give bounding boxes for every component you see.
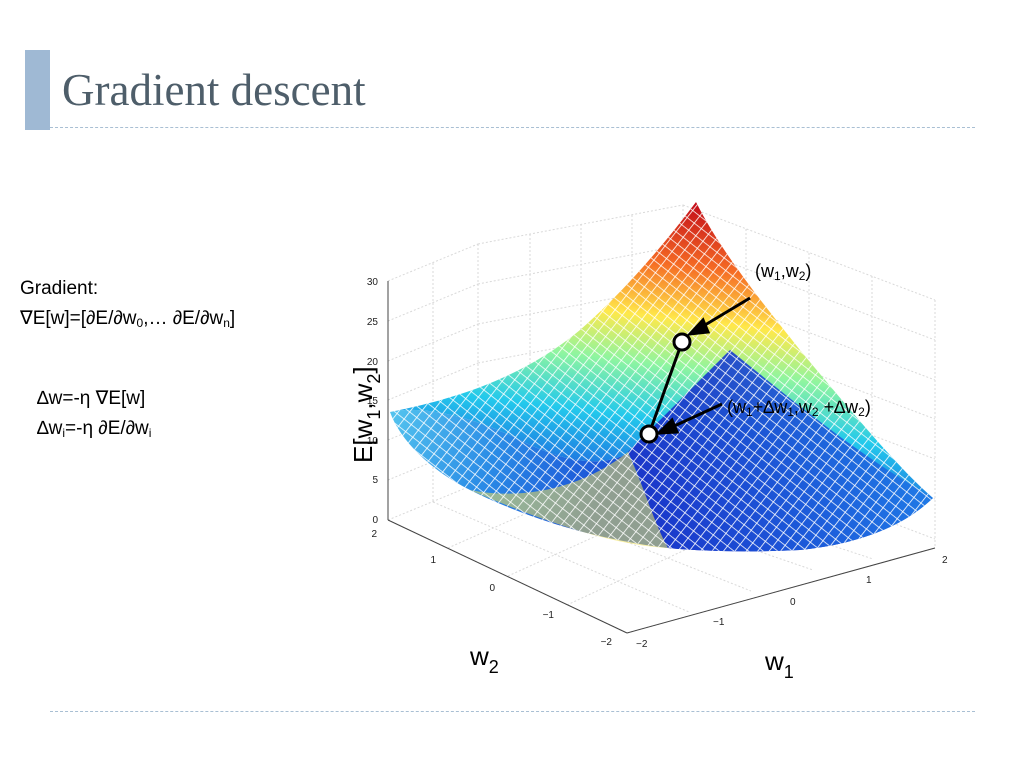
w1-ticks: −2 −1 0 1 2 [636,555,948,650]
annotation-sub: 1 [746,405,753,419]
z-axis-label: E[w1,w2] [348,366,384,463]
annotation-part: ,w [780,261,799,281]
annotation-part: +∆w [752,397,788,417]
w1-tick: 2 [942,555,948,566]
w2-axis-label-sub: 2 [488,657,499,677]
z-ticks: 30 25 20 15 10 5 0 [367,277,379,526]
update-rule-sub: i [62,426,66,440]
annotation-sub: 1 [787,405,794,419]
annotation-part: ) [805,261,812,281]
w2-tick: −1 [543,610,555,621]
start-point-annotation: (w1,w2) [755,261,812,283]
w2-tick: 1 [430,555,436,566]
gradient-formula-part: ] [229,308,236,329]
z-axis-label-text: E[w1,w2] [348,366,384,463]
update-rule: ∆w=-η ∇E[w] [37,388,146,409]
end-point-annotation: (w1+∆w1,w2 +∆w2) [727,397,871,419]
w1-axis-label-base: w [765,646,784,676]
bottom-divider [50,711,975,712]
slide-title: Gradient descent [62,65,366,115]
z-tick: 30 [367,277,379,288]
gradient-formula-part: ,… ∂E/∂w [143,308,224,329]
annotation-part: ) [864,397,871,417]
axis-lines [387,281,936,634]
w1-tick: 1 [866,575,872,586]
gradient-formula-sub: n [223,316,230,330]
gradient-formula-part: ∇E[w]=[∂E/∂w [20,308,137,329]
annotation-part: (w [755,261,774,281]
z-tick: 5 [372,475,378,486]
w1-axis-label: w1 [765,646,794,681]
w2-tick: 0 [489,583,495,594]
surface-mesh [390,202,933,552]
annotation-part: +∆w [818,397,859,417]
w1-axis-label-sub: 1 [783,662,794,682]
z-tick: 25 [367,317,379,328]
descent-step-line [647,341,684,435]
w2-axis-label-base: w [470,641,489,671]
title-accent-bar [25,50,50,130]
w1-tick: −1 [713,617,725,628]
w2-ticks: 2 1 0 −1 −2 [371,529,612,648]
annotation-sub: 1 [774,269,781,283]
gradient-formula: ∇E[w]=[∂E/∂w0,… ∂E/∂wn] [20,308,236,330]
w2-axis-label: w2 [470,641,499,676]
w2-tick: 2 [371,529,377,540]
end-point-marker [639,424,659,444]
update-rule-sub: i [148,426,152,440]
error-surface [390,202,933,552]
z-tick: 0 [372,515,378,526]
update-rule-part: =-η ∂E/∂w [65,418,149,439]
update-rule-part: ∆w [37,418,63,439]
z-tick: 20 [367,357,379,368]
z-tick: 15 [367,396,379,407]
annotation-sub: 2 [811,405,819,419]
start-point-marker [672,332,692,352]
annotation-sub: 2 [798,269,806,283]
w1-tick: −2 [636,639,648,650]
w1-tick: 0 [790,597,796,608]
z-tick: 10 [367,436,379,447]
annotation-part: (w [727,397,746,417]
w2-tick: −2 [601,637,613,648]
gradient-formula-sub: 0 [136,316,144,330]
update-rule-component: ∆wi=-η ∂E/∂wi [37,418,152,440]
top-divider [50,127,975,128]
gradient-label: Gradient: [20,278,99,299]
annotation-part: ,w [793,397,812,417]
annotation-sub: 2 [858,405,865,419]
annotation-arrows [655,296,751,435]
